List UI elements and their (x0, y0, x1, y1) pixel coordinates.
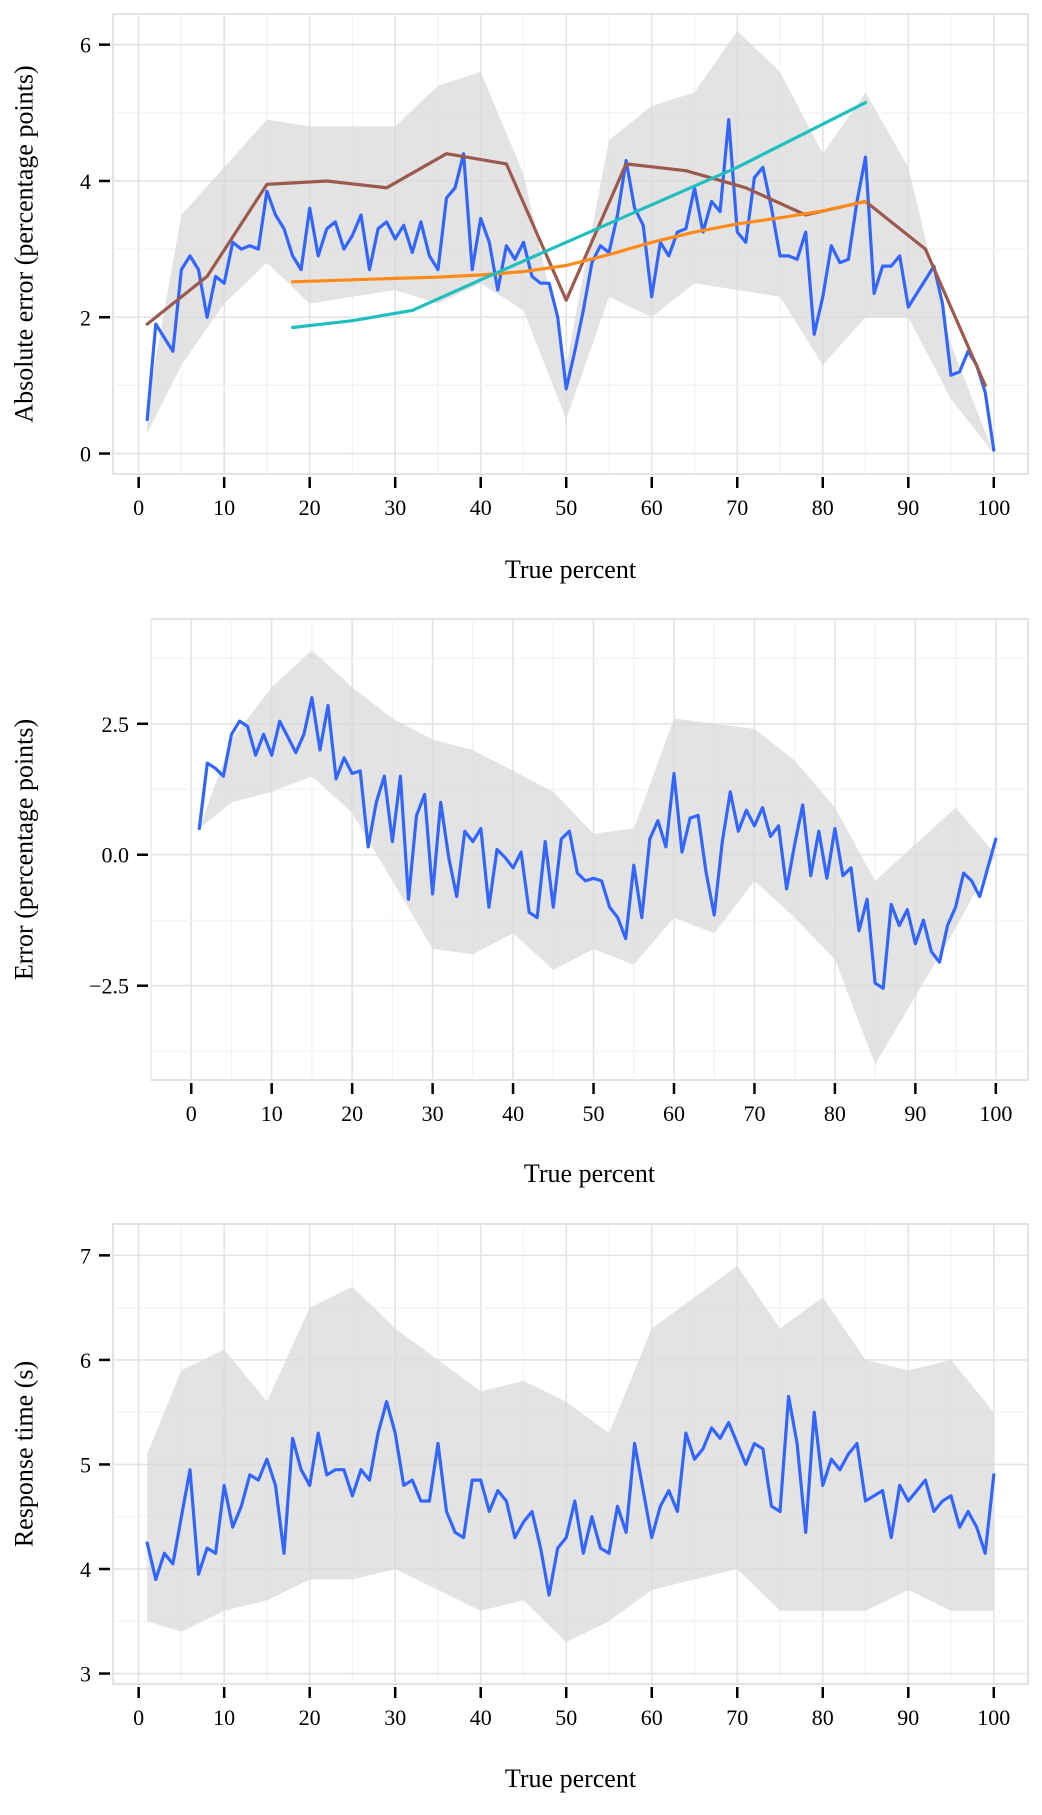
x-tick-label: 80 (824, 1101, 846, 1126)
y-tick-label: −2.5 (89, 974, 129, 999)
y-tick-label: 2 (80, 305, 91, 330)
confidence-ribbon (147, 1265, 994, 1643)
series-line-1 (145, 117, 996, 452)
series-line-1 (197, 695, 998, 990)
x-tick-label: 50 (555, 1705, 577, 1730)
x-tick-label: 90 (904, 1101, 926, 1126)
x-tick-label: 90 (897, 1705, 919, 1730)
x-tick-label: 40 (470, 1705, 492, 1730)
x-tick-label: 70 (726, 495, 748, 520)
x-tick-label: 20 (299, 495, 321, 520)
x-tick-label: 100 (977, 495, 1010, 520)
x-tick-label: 30 (384, 1705, 406, 1730)
series-line-1 (145, 1394, 996, 1597)
x-tick-label: 20 (299, 1705, 321, 1730)
x-axis: 0 10 20 30 40 50 60 70 80 90 100 (186, 1083, 1012, 1126)
x-tick-label: 40 (502, 1101, 524, 1126)
y-tick-label: 4 (80, 169, 91, 194)
x-tick-label: 80 (812, 495, 834, 520)
x-tick-label: 30 (422, 1101, 444, 1126)
x-axis-title: True percent (524, 1159, 656, 1188)
x-tick-label: 70 (743, 1101, 765, 1126)
panel-response-time: 0 10 20 30 40 50 60 70 80 90 100 True percent 3 4 5 6 7 R… (10, 1223, 1029, 1793)
panel-error: 0 10 20 30 40 50 60 70 80 90 100 True percent −2.5 0.… (10, 618, 1029, 1188)
x-tick-label: 60 (663, 1101, 685, 1126)
y-tick-label: 0 (80, 442, 91, 467)
confidence-ribbon (199, 650, 996, 1065)
series-line-4 (291, 100, 868, 330)
y-axis: 0 2 4 6 (80, 33, 110, 467)
x-tick-label: 40 (470, 495, 492, 520)
series-line-3 (291, 199, 868, 284)
x-tick-label: 70 (726, 1705, 748, 1730)
x-axis-title: True percent (505, 555, 637, 584)
x-tick-label: 30 (384, 495, 406, 520)
x-tick-label: 20 (341, 1101, 363, 1126)
x-tick-label: 0 (186, 1101, 197, 1126)
y-tick-label: 5 (80, 1452, 91, 1477)
y-axis: −2.5 0.0 2.5 (89, 712, 148, 999)
x-tick-label: 0 (133, 1705, 144, 1730)
y-tick-label: 6 (80, 1348, 91, 1373)
y-axis-title: Error (percentage points) (10, 719, 39, 980)
y-tick-label: 3 (80, 1662, 91, 1687)
x-tick-label: 100 (979, 1101, 1012, 1126)
y-tick-label: 2.5 (102, 712, 130, 737)
x-tick-label: 80 (812, 1705, 834, 1730)
x-tick-label: 10 (213, 1705, 235, 1730)
x-tick-label: 10 (261, 1101, 283, 1126)
y-tick-label: 6 (80, 33, 91, 58)
x-tick-label: 50 (583, 1101, 605, 1126)
x-tick-label: 90 (897, 495, 919, 520)
x-axis-title: True percent (505, 1764, 637, 1793)
x-tick-label: 100 (977, 1705, 1010, 1730)
y-axis-title: Absolute error (percentage points) (10, 65, 39, 422)
y-tick-label: 0.0 (102, 843, 130, 868)
y-axis-title: Response time (s) (10, 1361, 39, 1547)
x-tick-label: 0 (133, 495, 144, 520)
confidence-ribbon (147, 31, 994, 454)
x-axis: 0 10 20 30 40 50 60 70 80 90 100 (133, 1687, 1010, 1730)
x-axis: 0 10 20 30 40 50 60 70 80 90 100 (133, 477, 1010, 520)
y-tick-label: 4 (80, 1557, 91, 1582)
y-axis: 3 4 5 6 7 (80, 1243, 110, 1687)
panel-absolute-error: 0 10 20 30 40 50 60 70 80 90 100 True percent 0 2 4 6 Ab… (10, 13, 1029, 584)
y-tick-label: 7 (80, 1243, 91, 1268)
x-tick-label: 60 (641, 495, 663, 520)
x-tick-label: 50 (555, 495, 577, 520)
x-tick-label: 10 (213, 495, 235, 520)
x-tick-label: 60 (641, 1705, 663, 1730)
